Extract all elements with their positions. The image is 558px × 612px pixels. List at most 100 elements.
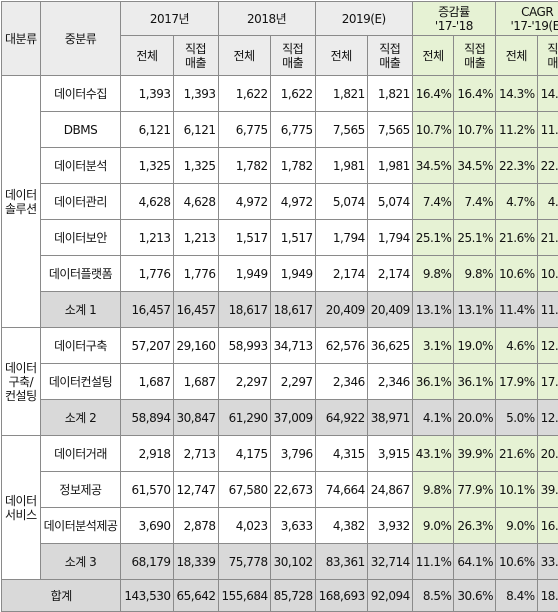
value-cell: 25.1% bbox=[412, 220, 454, 256]
value-cell: 5,074 bbox=[315, 184, 367, 220]
subheader-direct-line1: 직접 bbox=[457, 42, 492, 56]
group-name-line: 데이터 bbox=[5, 188, 37, 202]
value-cell: 30,102 bbox=[270, 544, 315, 580]
cagr-label: CAGR bbox=[499, 5, 558, 19]
value-cell: 34.5% bbox=[454, 148, 496, 184]
value-cell: 2,346 bbox=[315, 364, 367, 400]
subheader-total: 전체 bbox=[121, 36, 173, 76]
value-cell: 16.4% bbox=[412, 76, 454, 112]
subheader-direct-line1: 직접 bbox=[541, 42, 558, 56]
subheader-total: 전체 bbox=[412, 36, 454, 76]
total-label: 합계 bbox=[2, 580, 121, 612]
value-cell: 14.3% bbox=[537, 76, 558, 112]
row-label: 데이터관리 bbox=[40, 184, 121, 220]
group-name-line: 솔루션 bbox=[5, 202, 37, 216]
value-cell: 34,713 bbox=[270, 328, 315, 364]
value-cell: 2,878 bbox=[173, 508, 218, 544]
value-cell: 1,622 bbox=[218, 76, 270, 112]
value-cell: 19.0% bbox=[454, 328, 496, 364]
value-cell: 9.0% bbox=[496, 508, 538, 544]
value-cell: 4.7% bbox=[537, 184, 558, 220]
value-cell: 58,894 bbox=[121, 400, 173, 436]
value-cell: 14.3% bbox=[496, 76, 538, 112]
value-cell: 4,315 bbox=[315, 436, 367, 472]
value-cell: 83,361 bbox=[315, 544, 367, 580]
row-label: 데이터거래 bbox=[40, 436, 121, 472]
value-cell: 1,794 bbox=[367, 220, 412, 256]
value-cell: 12.1% bbox=[537, 328, 558, 364]
header-middle-category: 중분류 bbox=[40, 2, 121, 76]
value-cell: 16,457 bbox=[121, 292, 173, 328]
value-cell: 57,207 bbox=[121, 328, 173, 364]
subheader-direct-line2: 매출 bbox=[541, 56, 558, 70]
value-cell: 3,932 bbox=[367, 508, 412, 544]
value-cell: 16,457 bbox=[173, 292, 218, 328]
value-cell: 143,530 bbox=[121, 580, 173, 612]
subheader-direct-line2: 매출 bbox=[371, 56, 409, 70]
value-cell: 75,778 bbox=[218, 544, 270, 580]
row-label: 데이터플랫폼 bbox=[40, 256, 121, 292]
value-cell: 4,972 bbox=[270, 184, 315, 220]
value-cell: 39.7% bbox=[537, 472, 558, 508]
change-rate-label: 증감률 bbox=[416, 5, 492, 19]
subheader-direct-line2: 매출 bbox=[274, 56, 312, 70]
value-cell: 1,782 bbox=[218, 148, 270, 184]
value-cell: 21.6% bbox=[496, 436, 538, 472]
subtotal-label: 소계 3 bbox=[40, 544, 121, 580]
value-cell: 8.5% bbox=[412, 580, 454, 612]
group-name-line: 서비스 bbox=[5, 508, 37, 522]
value-cell: 61,570 bbox=[121, 472, 173, 508]
value-cell: 10.7% bbox=[412, 112, 454, 148]
value-cell: 168,693 bbox=[315, 580, 367, 612]
value-cell: 1,687 bbox=[121, 364, 173, 400]
value-cell: 92,094 bbox=[367, 580, 412, 612]
row-label: 데이터분석제공 bbox=[40, 508, 121, 544]
value-cell: 39.9% bbox=[454, 436, 496, 472]
value-cell: 22,673 bbox=[270, 472, 315, 508]
value-cell: 43.1% bbox=[412, 436, 454, 472]
value-cell: 29,160 bbox=[173, 328, 218, 364]
value-cell: 10.6% bbox=[537, 256, 558, 292]
value-cell: 6,121 bbox=[173, 112, 218, 148]
value-cell: 2,174 bbox=[367, 256, 412, 292]
value-cell: 4.6% bbox=[496, 328, 538, 364]
value-cell: 11.1% bbox=[412, 544, 454, 580]
row-label: 데이터구축 bbox=[40, 328, 121, 364]
value-cell: 1,517 bbox=[270, 220, 315, 256]
value-cell: 4,972 bbox=[218, 184, 270, 220]
value-cell: 18,617 bbox=[270, 292, 315, 328]
value-cell: 2,918 bbox=[121, 436, 173, 472]
value-cell: 1,622 bbox=[270, 76, 315, 112]
value-cell: 26.3% bbox=[454, 508, 496, 544]
value-cell: 25.1% bbox=[454, 220, 496, 256]
value-cell: 64,922 bbox=[315, 400, 367, 436]
value-cell: 24,867 bbox=[367, 472, 412, 508]
value-cell: 20.0% bbox=[454, 400, 496, 436]
value-cell: 2,174 bbox=[315, 256, 367, 292]
value-cell: 10.6% bbox=[496, 544, 538, 580]
header-change-rate: 증감률 '17-'18 bbox=[412, 2, 495, 36]
value-cell: 20,409 bbox=[315, 292, 367, 328]
value-cell: 10.6% bbox=[496, 256, 538, 292]
value-cell: 3,915 bbox=[367, 436, 412, 472]
value-cell: 1,949 bbox=[270, 256, 315, 292]
value-cell: 155,684 bbox=[218, 580, 270, 612]
value-cell: 9.8% bbox=[454, 256, 496, 292]
value-cell: 61,290 bbox=[218, 400, 270, 436]
row-label: 데이터수집 bbox=[40, 76, 121, 112]
value-cell: 33.6% bbox=[537, 544, 558, 580]
value-cell: 6,121 bbox=[121, 112, 173, 148]
value-cell: 9.8% bbox=[412, 256, 454, 292]
value-cell: 1,393 bbox=[121, 76, 173, 112]
subheader-direct-line1: 직접 bbox=[177, 42, 215, 56]
value-cell: 16.9% bbox=[537, 508, 558, 544]
